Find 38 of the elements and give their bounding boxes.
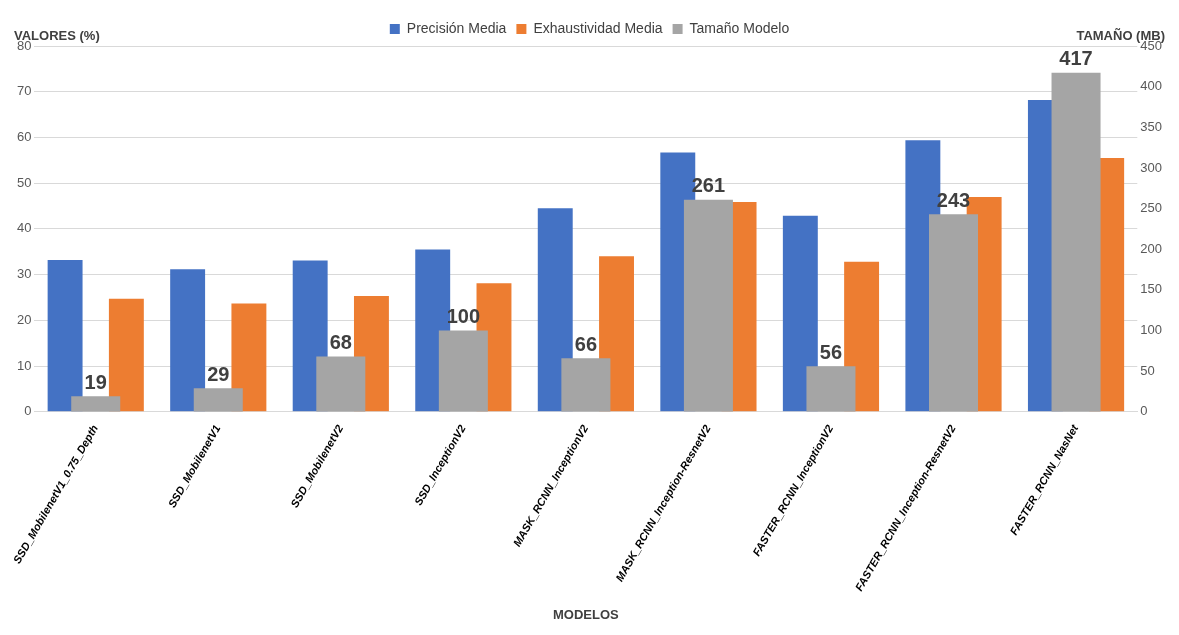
legend-label: Exhaustividad Media — [533, 19, 663, 36]
y2-tick-label: 150 — [1140, 281, 1163, 297]
y2-tick-label: 350 — [1140, 118, 1163, 134]
y2-tick-label: 200 — [1140, 240, 1163, 256]
y2-tick-label: 100 — [1140, 322, 1163, 338]
y2-tick-label: 300 — [1140, 159, 1163, 175]
y-tick-label: 70 — [16, 83, 32, 99]
bar — [193, 388, 243, 412]
data-label: 19 — [84, 370, 107, 393]
y2-tick-label: 400 — [1140, 78, 1163, 94]
y-tick-label: 10 — [16, 357, 32, 373]
y-tick-label: 30 — [16, 266, 32, 282]
y2-tick-label: 0 — [1140, 403, 1148, 419]
bar — [782, 215, 818, 412]
bar — [231, 303, 267, 412]
y2-tick-label: 50 — [1140, 362, 1155, 378]
bar — [108, 298, 144, 412]
x-axis-title: MODELOS — [553, 607, 620, 623]
legend-label: Tamaño Modelo — [689, 19, 790, 36]
y-tick-label: 50 — [16, 174, 32, 190]
y2-axis-title: TAMAÑO (MB) — [1076, 28, 1165, 44]
bar — [71, 396, 121, 412]
bar — [806, 366, 856, 412]
data-label: 66 — [574, 332, 598, 355]
bar — [47, 259, 83, 412]
y2-tick-label: 250 — [1140, 200, 1163, 216]
bar — [844, 261, 880, 412]
bar — [170, 269, 206, 412]
bar — [537, 208, 573, 412]
data-label: 29 — [207, 362, 230, 385]
data-label: 417 — [1059, 47, 1093, 70]
y-tick-label: 0 — [24, 403, 32, 419]
y-tick-label: 40 — [16, 220, 32, 236]
legend-label: Precisión Media — [406, 19, 507, 36]
data-label: 56 — [819, 340, 843, 363]
y-tick-label: 60 — [16, 129, 32, 145]
y-tick-label: 20 — [16, 311, 32, 327]
data-label: 68 — [329, 331, 352, 354]
